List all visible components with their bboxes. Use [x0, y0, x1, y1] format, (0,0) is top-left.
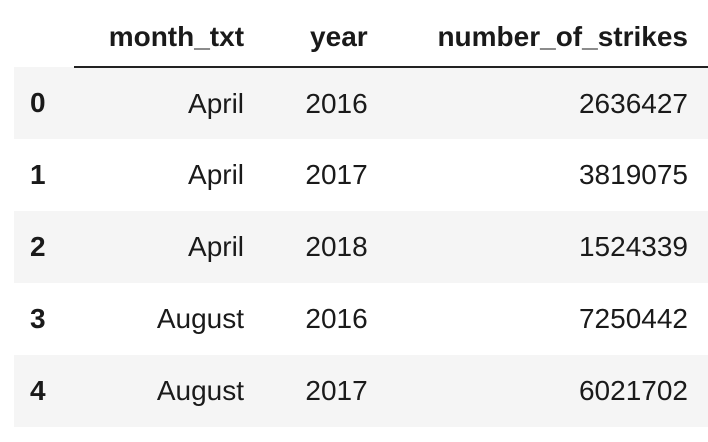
cell-number-of-strikes: 1524339 — [578, 231, 688, 262]
cell-year: 2018 — [305, 231, 368, 262]
column-header-month-txt: month_txt — [73, 8, 265, 68]
row-index: 2 — [30, 231, 46, 262]
dataframe-table: month_txt year number_of_strikes 0 April… — [14, 8, 708, 427]
cell-year: 2016 — [305, 87, 368, 119]
table-body: 0 April 2016 2636427 1 April 2017 381907… — [14, 67, 708, 427]
row-index: 1 — [30, 159, 46, 190]
cell-number-of-strikes: 2636427 — [578, 87, 688, 119]
row-index: 0 — [30, 87, 46, 118]
index-header — [14, 8, 74, 67]
column-header-number-of-strikes: number_of_strikes — [387, 8, 708, 68]
cell-month-txt: August — [156, 303, 245, 334]
cell-number-of-strikes: 6021702 — [578, 375, 688, 406]
cell-month-txt: April — [188, 87, 245, 119]
table-header: month_txt year number_of_strikes — [14, 8, 708, 68]
cell-number-of-strikes: 7250442 — [578, 303, 688, 334]
table-row: 0 April 2016 2636427 — [14, 67, 708, 139]
cell-number-of-strikes: 3819075 — [578, 159, 688, 190]
cell-year: 2017 — [305, 375, 368, 406]
cell-year: 2016 — [305, 303, 368, 334]
table-row: 2 April 2018 1524339 — [14, 211, 708, 283]
header-row: month_txt year number_of_strikes — [14, 8, 708, 68]
row-index: 3 — [30, 303, 46, 334]
cell-month-txt: April — [188, 231, 245, 262]
table-row: 4 August 2017 6021702 — [14, 355, 708, 427]
cell-month-txt: April — [188, 159, 245, 190]
table-row: 3 August 2016 7250442 — [14, 283, 708, 355]
row-index: 4 — [30, 375, 46, 406]
cell-month-txt: August — [156, 375, 245, 406]
column-header-year: year — [264, 8, 388, 68]
cell-year: 2017 — [305, 159, 368, 190]
table-row: 1 April 2017 3819075 — [14, 139, 708, 211]
